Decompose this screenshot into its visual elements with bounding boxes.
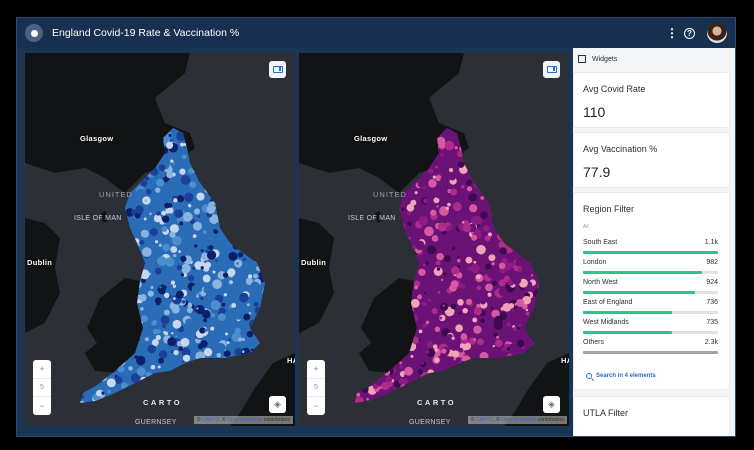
zoom-level: 5 (307, 379, 325, 398)
region-bar-track (583, 331, 718, 334)
zoom-control: + 5 − (33, 360, 51, 415)
label-guernsey: GUERNSEY (409, 419, 451, 426)
carto-logo: CARTO (143, 398, 183, 407)
label-united: UNITED (99, 190, 133, 199)
carto-link[interactable]: CARTO (475, 417, 494, 423)
region-count: 1.1k (704, 239, 718, 246)
zoom-level: 5 (33, 379, 51, 398)
region-bar (583, 331, 673, 334)
widgets-icon (578, 55, 586, 63)
vaccination-map[interactable]: Glasgow UNITED ISLE OF MAN Dublin GUERNS… (299, 53, 569, 426)
carto-logo: CARTO (417, 398, 457, 407)
region-bar (583, 351, 718, 354)
label-isle-of-man: ISLE OF MAN (348, 215, 396, 222)
label-dublin: Dublin (301, 258, 327, 267)
layers-icon: ◈ (548, 399, 555, 409)
basemap (25, 53, 295, 426)
region-bar-track (583, 291, 718, 294)
label-ha: HA (287, 356, 295, 365)
covid-rate-map[interactable]: Glasgow UNITED ISLE OF MAN Dublin GUERNS… (25, 53, 295, 426)
widget-title: Avg Vaccination % (583, 144, 658, 154)
region-name: South East (583, 239, 618, 246)
widget-value: 77.9 (583, 164, 611, 180)
region-bar-track (583, 271, 718, 274)
widgets-header: Widgets (573, 48, 735, 70)
region-name: East of England (583, 299, 633, 306)
help-icon[interactable]: ? (684, 27, 695, 39)
layers-icon: ◈ (274, 399, 281, 409)
more-options-icon[interactable]: ⋮ (666, 26, 678, 40)
avatar[interactable] (707, 23, 727, 43)
region-bar (583, 251, 718, 254)
widget-title: UTLA Filter (583, 408, 629, 418)
region-bar (583, 311, 673, 314)
label-ha: HA (561, 356, 569, 365)
region-bar (583, 291, 696, 294)
zoom-out-button[interactable]: − (313, 401, 319, 412)
region-count: 735 (706, 319, 718, 326)
label-guernsey: GUERNSEY (135, 419, 177, 426)
search-elements-link[interactable]: Search in 4 elements (586, 373, 656, 379)
region-name: North West (583, 279, 618, 286)
zoom-in-button[interactable]: + (307, 360, 325, 379)
legend-icon (546, 66, 557, 73)
legend-toggle-button[interactable] (269, 61, 286, 78)
widgets-title: Widgets (592, 55, 618, 63)
app-logo-icon[interactable] (25, 24, 43, 42)
osm-link[interactable]: OpenStreetMap (227, 417, 263, 423)
widgets-panel: Widgets Avg Covid Rate 110 Avg Vaccinati… (573, 48, 735, 436)
app-window: England Covid-19 Rate & Vaccination % ⋮ … (16, 17, 736, 437)
map-attribution: © CARTO, © OpenStreetMap contributors (193, 416, 293, 424)
region-bar (583, 271, 702, 274)
label-united: UNITED (373, 190, 407, 199)
region-bar-track (583, 251, 718, 254)
region-name: Others (583, 339, 605, 346)
app-title: England Covid-19 Rate & Vaccination % (52, 27, 240, 39)
region-bar-track (583, 351, 718, 354)
region-name: West Midlands (583, 319, 629, 326)
carto-link[interactable]: CARTO (201, 417, 220, 423)
zoom-out-button[interactable]: − (39, 401, 45, 412)
widget-title: Avg Covid Rate (583, 84, 646, 94)
label-isle-of-man: ISLE OF MAN (74, 215, 122, 222)
region-count: 736 (706, 299, 718, 306)
zoom-in-button[interactable]: + (33, 360, 51, 379)
widget-title: Region Filter (583, 204, 635, 214)
legend-toggle-button[interactable] (543, 61, 560, 78)
osm-link[interactable]: OpenStreetMap (501, 417, 537, 423)
zoom-control: + 5 − (307, 360, 325, 415)
layers-button[interactable]: ◈ (269, 396, 286, 413)
region-count: 982 (706, 259, 718, 266)
region-count: 924 (706, 279, 718, 286)
search-icon (586, 373, 592, 379)
top-bar: England Covid-19 Rate & Vaccination % ⋮ … (17, 18, 735, 48)
region-bar-track (583, 311, 718, 314)
label-glasgow: Glasgow (354, 134, 388, 143)
region-count: 2.3k (704, 339, 718, 346)
widget-value: 110 (583, 104, 606, 120)
legend-icon (272, 66, 283, 73)
region-name: London (583, 259, 607, 266)
layers-button[interactable]: ◈ (543, 396, 560, 413)
map-attribution: © CARTO, © OpenStreetMap contributors (467, 416, 567, 424)
label-dublin: Dublin (27, 258, 53, 267)
avg-vaccination-widget: Avg Vaccination % 77.9 (573, 132, 730, 188)
region-filter-widget: Region Filter All South East 1.1k London 98… (573, 192, 730, 390)
avg-covid-rate-widget: Avg Covid Rate 110 (573, 72, 730, 128)
selection-state: All (583, 224, 589, 230)
utla-filter-widget: UTLA Filter (573, 396, 730, 436)
basemap (299, 53, 569, 426)
label-glasgow: Glasgow (80, 134, 114, 143)
